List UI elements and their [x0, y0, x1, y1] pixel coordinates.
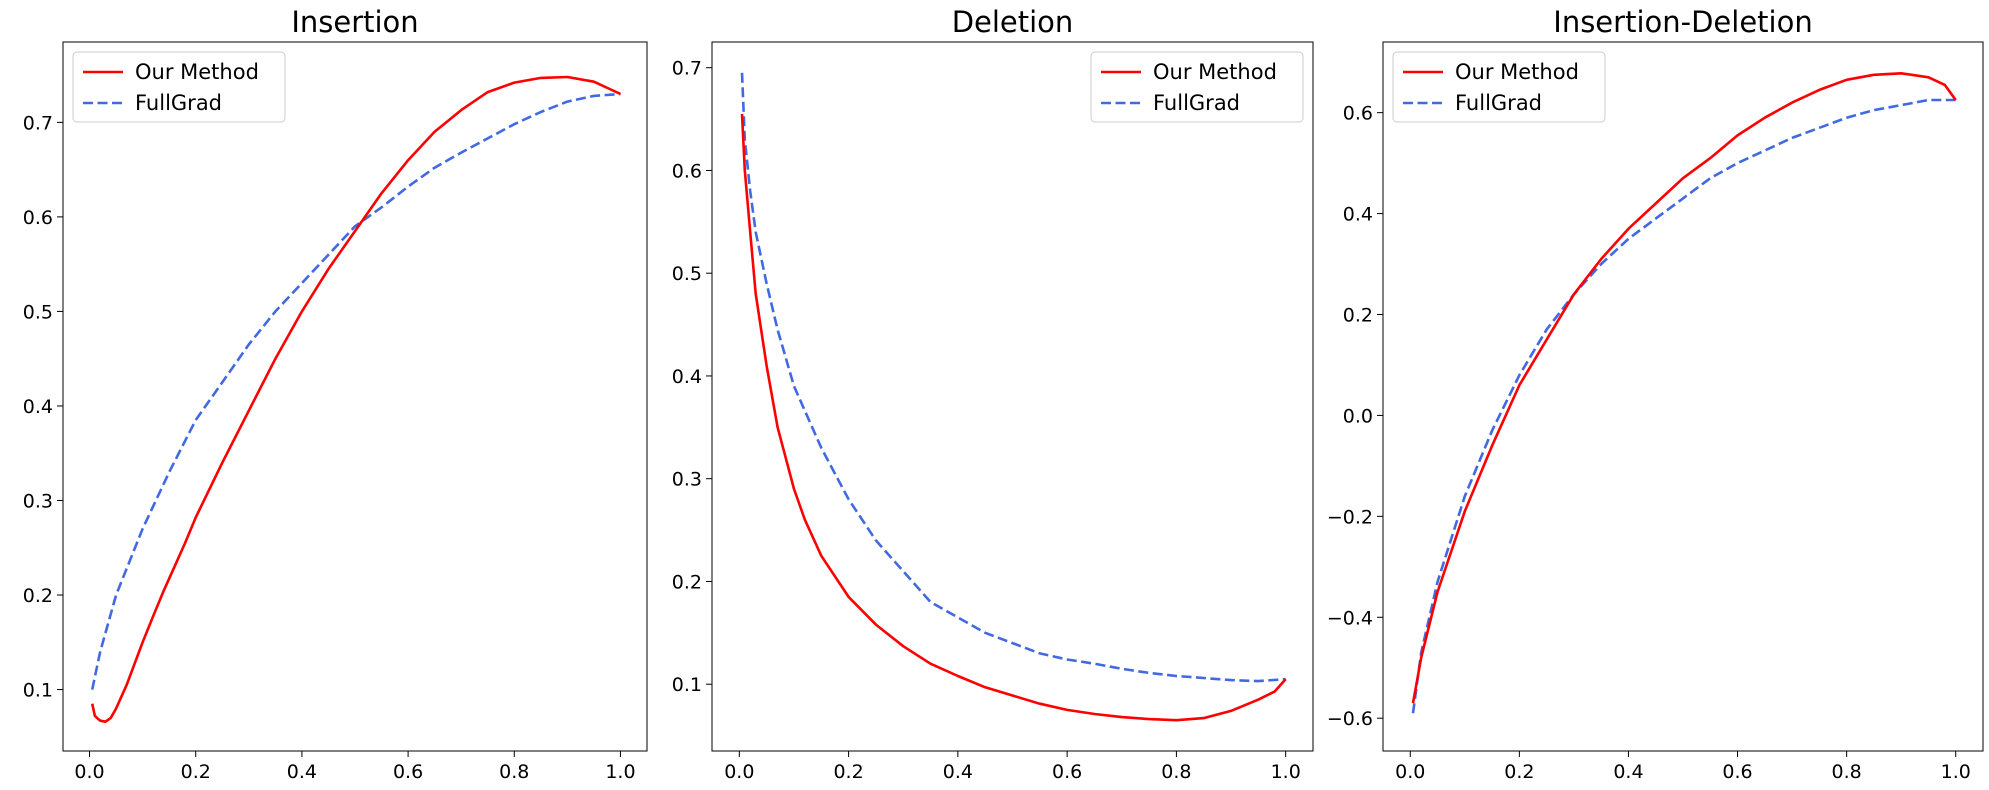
deletion-x-tick-label: 0.4 [943, 761, 973, 783]
deletion-y-tick-label: 0.6 [672, 160, 702, 182]
insertion-deletion-x-tick-label: 0.8 [1832, 761, 1862, 783]
insertion-legend: Our Method FullGrad [72, 51, 286, 123]
insertion-legend-box [72, 51, 286, 123]
insertion-deletion-legend-box [1392, 51, 1606, 123]
insertion-deletion-x-tick-label: 0.4 [1613, 761, 1643, 783]
deletion-y-tick-label: 0.7 [672, 58, 702, 80]
insertion-deletion-y-tick-label: −0.6 [1327, 708, 1373, 730]
insertion-series-our-method [90, 75, 622, 724]
deletion-legend-box [1090, 51, 1304, 123]
insertion-title: Insertion [291, 5, 418, 39]
deletion-x-tick-label: 0.6 [1052, 761, 1082, 783]
insertion-y-tick-label: 0.5 [23, 301, 53, 323]
deletion-series-fullgrad [740, 72, 1286, 683]
deletion-legend-label-our-method: Our Method [1153, 60, 1277, 84]
deletion-x-tick-label: 0.8 [1161, 761, 1191, 783]
deletion-y-tick-label: 0.1 [672, 674, 702, 696]
insertion-y-tick-label: 0.7 [23, 112, 53, 134]
insertion-x-tick-label: 1.0 [605, 761, 635, 783]
insertion-deletion-series-our-method [1411, 72, 1957, 704]
insertion-deletion-x-tick-label: 0.2 [1504, 761, 1534, 783]
deletion-x-tick-label: 0.0 [724, 761, 754, 783]
insertion-deletion-legend-label-our-method: Our Method [1455, 60, 1579, 84]
deletion-x-tick-label: 0.2 [833, 761, 863, 783]
insertion-deletion-y-tick-label: 0.0 [1343, 405, 1373, 427]
insertion-deletion-chart: Insertion-Deletion 0.0 0.2 0.4 0.6 0.8 1.0 −0.6… [1327, 5, 1984, 783]
insertion-chart: Insertion 0.0 0.2 0.4 0.6 0.8 1.0 0.1 0.2 0.3 0.4 0… [23, 5, 648, 783]
insertion-y-tick-label: 0.4 [23, 396, 53, 418]
deletion-title: Deletion [952, 5, 1074, 39]
insertion-y-tick-label: 0.3 [23, 490, 53, 512]
insertion-x-tick-label: 0.4 [287, 761, 317, 783]
insertion-deletion-legend-label-fullgrad: FullGrad [1455, 91, 1542, 115]
deletion-legend: Our Method FullGrad [1090, 51, 1304, 123]
insertion-y-tick-label: 0.1 [23, 680, 53, 702]
insertion-x-tick-label: 0.2 [181, 761, 211, 783]
deletion-axes-frame [711, 41, 1314, 752]
insertion-deletion-y-tick-label: 0.2 [1343, 304, 1373, 326]
deletion-y-tick-label: 0.5 [672, 263, 702, 285]
insertion-deletion-x-tick-label: 0.0 [1395, 761, 1425, 783]
insertion-x-tick-label: 0.8 [499, 761, 529, 783]
deletion-series-our-method [740, 113, 1287, 722]
deletion-y-tick-label: 0.3 [672, 469, 702, 491]
insertion-y-tick-label: 0.2 [23, 585, 53, 607]
insertion-deletion-y-tick-label: −0.4 [1327, 607, 1373, 629]
insertion-deletion-y-tick-label: 0.4 [1343, 204, 1373, 226]
insertion-deletion-legend: Our Method FullGrad [1392, 51, 1606, 123]
insertion-series-fullgrad [90, 92, 621, 690]
deletion-legend-label-fullgrad: FullGrad [1153, 91, 1240, 115]
deletion-x-tick-label: 1.0 [1271, 761, 1301, 783]
insertion-deletion-axes-frame [1382, 41, 1984, 752]
deletion-y-tick-label: 0.4 [672, 366, 702, 388]
insertion-x-tick-label: 0.6 [393, 761, 423, 783]
insertion-deletion-x-tick-label: 1.0 [1941, 761, 1971, 783]
insertion-axes-frame [62, 41, 648, 752]
insertion-x-tick-label: 0.0 [74, 761, 104, 783]
insertion-y-tick-label: 0.6 [23, 207, 53, 229]
insertion-legend-label-our-method: Our Method [135, 60, 259, 84]
insertion-deletion-title: Insertion-Deletion [1553, 5, 1812, 39]
deletion-chart: Deletion 0.0 0.2 0.4 0.6 0.8 1.0 0.1 0.2 0.3 0.4 0.… [672, 5, 1314, 783]
insertion-deletion-y-tick-label: 0.6 [1343, 103, 1373, 125]
insertion-deletion-series-fullgrad [1411, 98, 1956, 714]
insertion-deletion-y-tick-label: −0.2 [1327, 506, 1373, 528]
deletion-y-tick-label: 0.2 [672, 571, 702, 593]
insertion-deletion-x-tick-label: 0.6 [1722, 761, 1752, 783]
insertion-legend-label-fullgrad: FullGrad [135, 91, 222, 115]
